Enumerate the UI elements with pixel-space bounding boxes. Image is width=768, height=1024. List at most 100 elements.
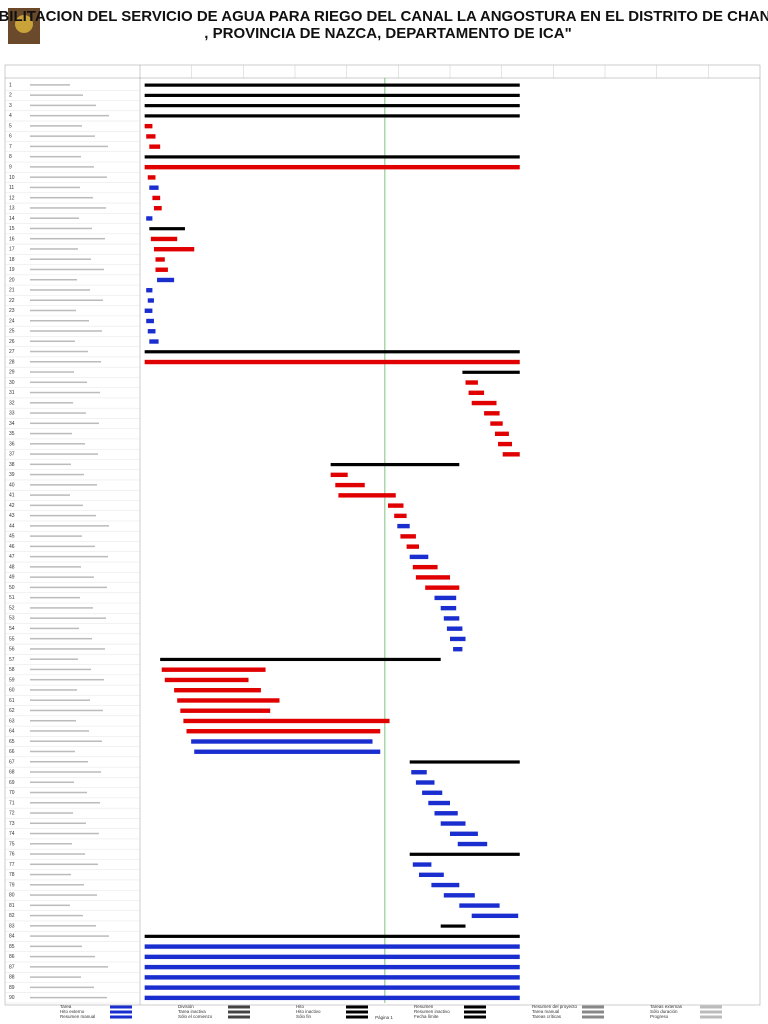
task-name-placeholder [30,289,90,291]
task-name-placeholder [30,268,104,271]
task-name-placeholder [30,361,101,363]
task-name-placeholder [30,627,79,630]
row-id: 64 [9,729,15,735]
row-id: 51 [9,595,15,601]
task-bar [147,175,156,180]
task-bar [471,400,497,406]
legend-swatch [346,1005,368,1009]
row-id: 4 [9,113,12,119]
task-name-placeholder [30,443,85,445]
task-name-placeholder [30,689,77,691]
task-name-placeholder [30,545,95,548]
task-name-placeholder [30,135,95,137]
task-bar [415,780,435,785]
row-id: 29 [9,370,15,376]
task-name-placeholder [30,237,105,240]
row-id: 30 [9,380,15,386]
row-id: 42 [9,503,15,509]
task-bar [453,646,463,652]
task-name-placeholder [30,514,96,517]
task-name-placeholder [30,873,71,876]
task-bar [434,811,458,816]
row-id: 12 [9,195,15,201]
row-id: 82 [9,913,15,919]
row-id: 3 [9,103,12,109]
task-bar [146,318,154,324]
row-id: 80 [9,893,15,899]
row-id: 45 [9,534,15,540]
row-id: 39 [9,472,15,478]
task-bar [411,770,427,775]
legend-label: Hito inactivo [296,1009,321,1014]
row-id: 47 [9,554,15,560]
summary-bar [144,104,520,108]
legend-label: Tareas críticas [532,1014,562,1019]
legend-swatch [228,1010,250,1014]
task-bar [502,452,520,457]
task-bar [419,872,444,878]
task-name-placeholder [30,822,86,825]
task-name-placeholder [30,166,94,168]
title-line-2: , PROVINCIA DE NAZCA, DEPARTAMENTO DE IC… [204,25,571,42]
task-bar [330,472,348,478]
row-id: 19 [9,267,15,273]
task-bar [146,134,156,139]
task-bar [397,523,410,529]
legend-swatch [110,1005,132,1009]
row-id: 49 [9,575,15,581]
task-name-placeholder [30,976,81,978]
legend-swatch [464,1010,486,1014]
task-bar [459,903,500,908]
row-id: 2 [9,93,12,99]
row-id: 62 [9,708,15,714]
task-name-placeholder [30,760,88,763]
task-name-placeholder [30,802,100,804]
task-name-placeholder [30,84,70,86]
row-id: 15 [9,226,15,232]
row-id: 31 [9,390,15,396]
task-bar [164,677,249,683]
row-id: 10 [9,175,15,181]
task-bar [149,339,159,344]
task-name-placeholder [30,607,93,609]
task-name-placeholder [30,750,75,753]
task-name-placeholder [30,535,82,537]
task-bar [335,482,365,488]
task-bar [146,216,153,221]
task-bar [194,749,381,754]
row-id: 53 [9,616,15,622]
task-bar [144,964,520,970]
row-id: 44 [9,523,15,529]
task-bar [406,544,419,549]
task-name-placeholder [30,863,98,866]
row-id: 81 [9,903,15,909]
row-id: 34 [9,421,15,427]
task-bar [450,831,478,836]
task-bar [338,493,396,498]
task-name-placeholder [30,196,93,199]
task-bar [440,605,457,611]
logo-seal [15,15,33,33]
task-bar [180,708,271,713]
task-bar [434,595,457,601]
task-bar [161,667,266,672]
row-id: 20 [9,277,15,283]
task-bar [431,882,460,888]
row-id: 56 [9,647,15,653]
task-name-placeholder [30,504,83,507]
task-name-placeholder [30,125,82,127]
task-bar [457,841,488,847]
task-bar [471,913,519,919]
task-name-placeholder [30,781,74,784]
summary-bar [409,852,520,856]
task-name-placeholder [30,299,103,301]
row-id: 59 [9,677,15,683]
task-name-placeholder [30,391,100,394]
task-bar [183,718,390,724]
row-id: 27 [9,349,15,355]
task-name-placeholder [30,678,104,681]
task-name-placeholder [30,104,96,107]
gantt-frame [4,64,761,1006]
task-name-placeholder [30,719,76,722]
task-name-placeholder [30,145,108,148]
